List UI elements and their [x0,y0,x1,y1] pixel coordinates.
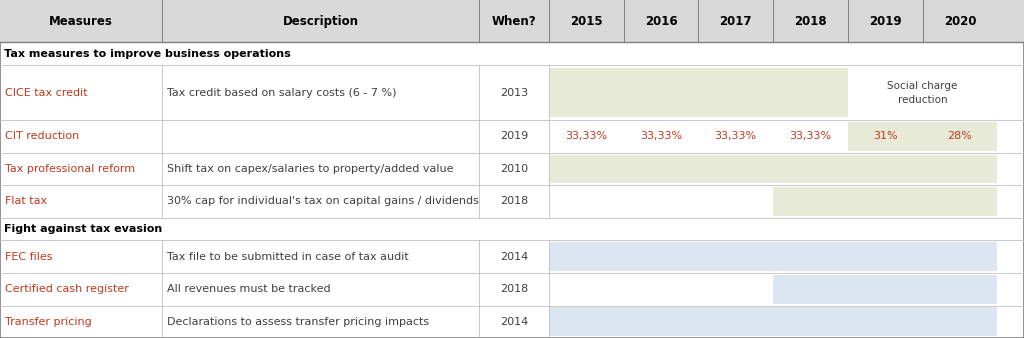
Text: 2019: 2019 [500,131,528,142]
Bar [549,155,997,183]
Bar [773,275,997,304]
Text: 33,33%: 33,33% [790,131,831,142]
Text: Tax credit based on salary costs (6 - 7 %): Tax credit based on salary costs (6 - 7 … [167,88,396,98]
Text: 2019: 2019 [869,15,901,28]
Text: 2018: 2018 [500,196,528,207]
Text: Transfer pricing: Transfer pricing [5,317,92,327]
Text: 33,33%: 33,33% [565,131,607,142]
Text: Declarations to assess transfer pricing impacts: Declarations to assess transfer pricing … [167,317,429,327]
Text: 2014: 2014 [500,252,528,262]
Text: 2017: 2017 [720,15,752,28]
Text: Certified cash register: Certified cash register [5,284,129,294]
Text: Social charge
reduction: Social charge reduction [888,81,957,105]
Text: 33,33%: 33,33% [640,131,682,142]
Text: CIT reduction: CIT reduction [5,131,80,142]
Text: Fight against tax evasion: Fight against tax evasion [4,224,163,234]
Bar [549,308,997,336]
Text: 2010: 2010 [500,164,528,174]
Bar [0,0,1024,42]
Text: Description: Description [283,15,358,28]
Text: CICE tax credit: CICE tax credit [5,88,88,98]
Text: 2020: 2020 [944,15,976,28]
Text: 31%: 31% [872,131,898,142]
Text: Tax professional reform: Tax professional reform [5,164,135,174]
Bar [848,122,997,151]
Bar [773,187,997,216]
Text: 2018: 2018 [500,284,528,294]
Text: All revenues must be tracked: All revenues must be tracked [167,284,331,294]
Text: 2013: 2013 [500,88,528,98]
Text: 2014: 2014 [500,317,528,327]
Text: 33,33%: 33,33% [715,131,757,142]
Bar [549,68,848,117]
Text: 2018: 2018 [795,15,826,28]
Text: Tax measures to improve business operations: Tax measures to improve business operati… [4,49,291,58]
Text: 2016: 2016 [645,15,677,28]
Text: Shift tax on capex/salaries to property/added value: Shift tax on capex/salaries to property/… [167,164,454,174]
Text: When?: When? [492,15,537,28]
Text: Tax file to be submitted in case of tax audit: Tax file to be submitted in case of tax … [167,252,409,262]
Text: 28%: 28% [947,131,973,142]
Text: FEC files: FEC files [5,252,52,262]
Text: 30% cap for individual's tax on capital gains / dividends: 30% cap for individual's tax on capital … [167,196,479,207]
Text: Flat tax: Flat tax [5,196,47,207]
Text: 2015: 2015 [570,15,602,28]
Text: Measures: Measures [49,15,113,28]
Bar [549,242,997,271]
